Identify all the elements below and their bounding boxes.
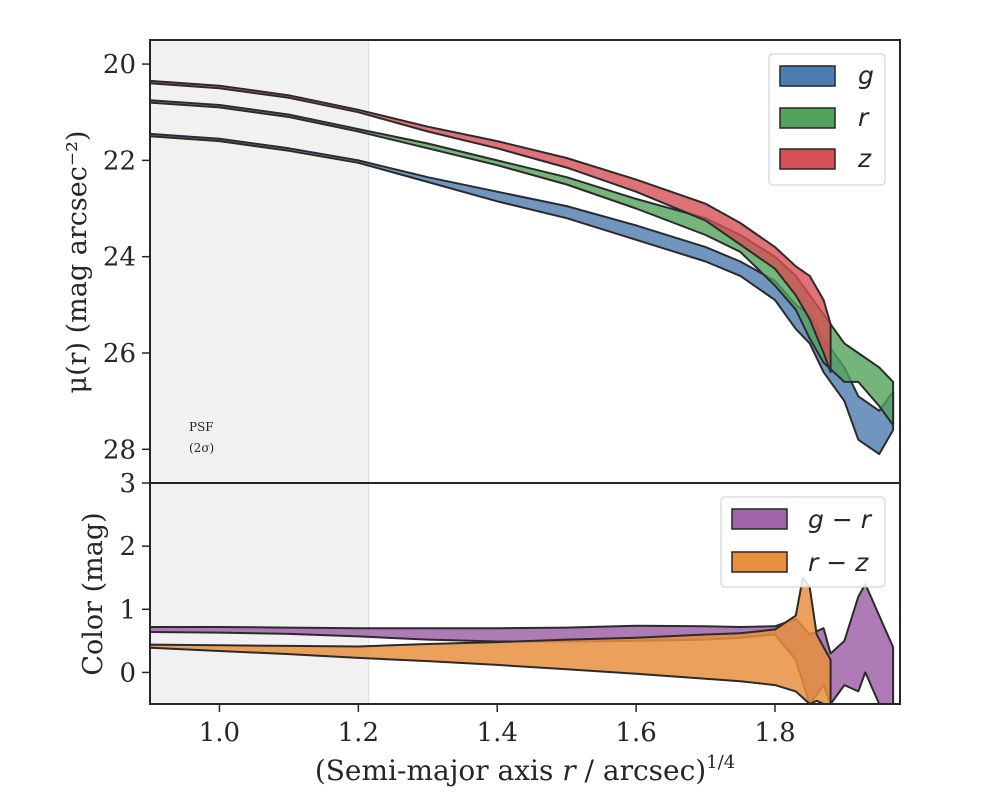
band-r bbox=[149, 99, 895, 427]
top-legend: g r z bbox=[768, 53, 886, 186]
psf-label-line1: PSF bbox=[189, 420, 214, 434]
top-y-tick-label: 22 bbox=[103, 146, 136, 176]
legend-swatch-r bbox=[779, 107, 836, 129]
bottom-y-tick-label: 1 bbox=[119, 595, 136, 625]
bottom-y-tick-label: 0 bbox=[119, 658, 136, 688]
x-tick-label: 1.0 bbox=[199, 718, 240, 748]
bottom-legend: g − r r − z bbox=[720, 496, 886, 588]
bottom-y-tick-label: 3 bbox=[119, 469, 136, 499]
legend-swatch-g-r bbox=[731, 508, 788, 530]
x-axis-label: (Semi-major axis r / arcsec)1/4 bbox=[315, 752, 735, 787]
x-tick-label: 1.2 bbox=[338, 718, 379, 748]
top-y-tick-label: 20 bbox=[103, 50, 136, 80]
top-y-tick-label: 24 bbox=[103, 243, 136, 273]
bottom-ticks: 0 1 2 3 1.0 1.2 1.4 1.6 1.8 bbox=[119, 469, 795, 748]
bottom-y-axis-label: Color (mag) bbox=[78, 512, 109, 675]
legend-label-g: g bbox=[858, 61, 874, 90]
psf-label-line2: (2σ) bbox=[189, 441, 214, 455]
x-tick-label: 1.4 bbox=[477, 718, 518, 748]
legend-label-z: z bbox=[857, 144, 872, 173]
psf-region-bottom bbox=[149, 482, 370, 705]
color-panel: 0 1 2 3 1.0 1.2 1.4 1.6 1.8 Color (mag) (Semi-ma… bbox=[78, 469, 901, 787]
top-y-axis-label: μ(r) (mag arcsec⁻²) bbox=[62, 131, 93, 394]
top-y-ticks: 20 22 24 26 28 bbox=[103, 50, 150, 465]
top-y-tick-label: 28 bbox=[103, 435, 136, 465]
top-y-tick-label: 26 bbox=[103, 339, 136, 369]
x-tick-label: 1.8 bbox=[754, 718, 795, 748]
band-g bbox=[149, 132, 895, 456]
bottom-axes-frame bbox=[149, 482, 901, 705]
legend-swatch-r-z bbox=[731, 551, 788, 573]
x-axis-label-var: r bbox=[562, 754, 577, 787]
legend-swatch-z bbox=[779, 148, 836, 170]
x-tick-label: 1.6 bbox=[615, 718, 656, 748]
surface-brightness-bands bbox=[149, 79, 895, 456]
band-z bbox=[149, 79, 832, 374]
legend-label-r-z: r − z bbox=[808, 548, 869, 577]
legend-label-g-r: g − r bbox=[808, 505, 873, 534]
bottom-y-tick-label: 2 bbox=[119, 532, 136, 562]
legend-swatch-g bbox=[779, 65, 836, 87]
x-axis-label-main: (Semi-major axis bbox=[315, 754, 562, 787]
x-axis-label-exp: 1/4 bbox=[706, 752, 735, 773]
legend-label-r: r bbox=[858, 103, 870, 132]
x-axis-label-unit: / arcsec) bbox=[576, 754, 707, 787]
